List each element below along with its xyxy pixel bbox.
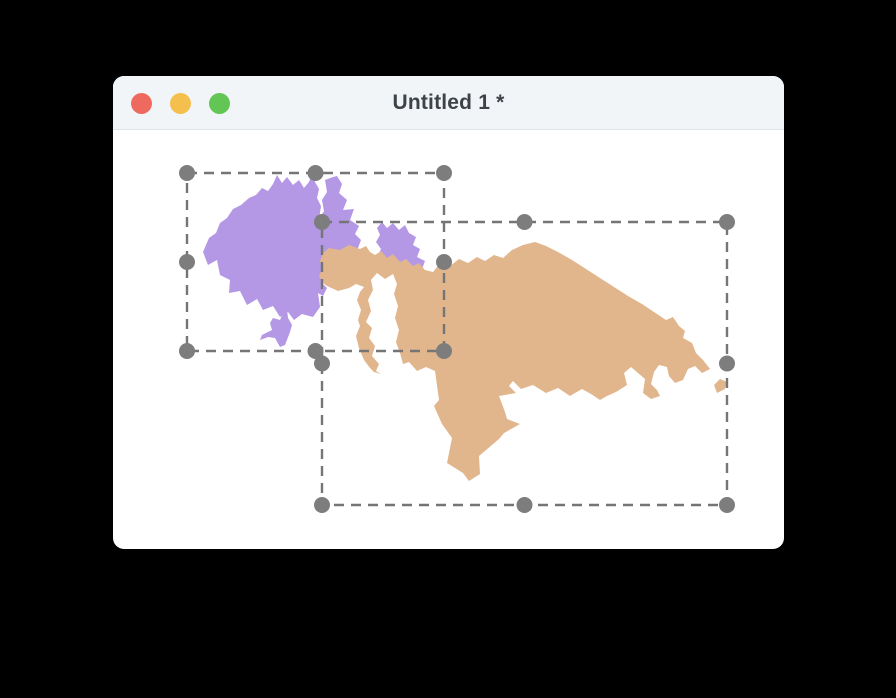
window-title: Untitled 1 * [392, 90, 505, 114]
close-button[interactable] [131, 92, 152, 114]
selection-purple-handle[interactable] [179, 254, 195, 270]
selection-purple-handle[interactable] [436, 343, 452, 359]
selection-tan-handle[interactable] [314, 497, 330, 513]
drawing-canvas[interactable] [113, 76, 784, 549]
selection-purple-handle[interactable] [436, 165, 452, 181]
selection-tan-handle[interactable] [719, 497, 735, 513]
selection-tan-handle[interactable] [719, 355, 735, 372]
selection-purple-handle[interactable] [179, 165, 195, 181]
selection-purple-handle[interactable] [436, 254, 452, 270]
purple-main[interactable] [203, 173, 361, 320]
tan-island[interactable] [714, 379, 727, 393]
selection-tan-handle[interactable] [314, 355, 330, 372]
selection-purple-handle[interactable] [307, 165, 324, 181]
selection-tan-handle[interactable] [516, 497, 533, 513]
zoom-button[interactable] [209, 92, 230, 114]
titlebar[interactable]: Untitled 1 * [113, 76, 784, 130]
purple-island[interactable] [260, 310, 292, 347]
selection-tan-handle[interactable] [314, 214, 330, 230]
selection-tan-handle[interactable] [719, 214, 735, 230]
minimize-button[interactable] [170, 92, 191, 114]
app-window: Untitled 1 * [113, 76, 784, 549]
selection-purple-handle[interactable] [307, 343, 324, 359]
canvas-area [113, 76, 784, 549]
selection-tan-handle[interactable] [516, 214, 533, 230]
tan-main[interactable] [319, 242, 710, 481]
traffic-lights [131, 76, 230, 130]
selection-purple-handle[interactable] [179, 343, 195, 359]
